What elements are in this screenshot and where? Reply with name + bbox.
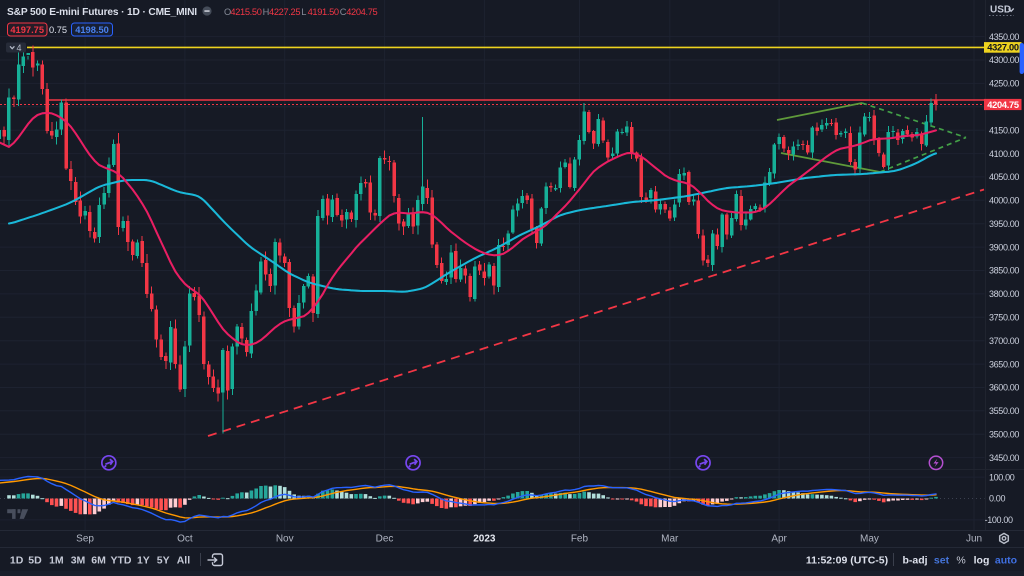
svg-text:3550.00: 3550.00 [989, 406, 1019, 416]
svg-text:Feb: Feb [571, 534, 589, 545]
svg-text:4204.75: 4204.75 [346, 7, 377, 17]
svg-text:USD: USD [990, 5, 1011, 16]
svg-text:3950.00: 3950.00 [989, 219, 1019, 229]
svg-text:4000.00: 4000.00 [989, 196, 1019, 206]
svg-text:H: H [263, 7, 270, 17]
svg-text:3900.00: 3900.00 [989, 242, 1019, 252]
svg-text:-100.00: -100.00 [985, 515, 1013, 525]
svg-text:3700.00: 3700.00 [989, 336, 1019, 346]
svg-text:Jun: Jun [966, 534, 982, 545]
svg-text:5D: 5D [28, 555, 42, 567]
svg-text:4300.00: 4300.00 [989, 55, 1019, 65]
svg-text:log: log [974, 555, 990, 567]
svg-text:4150.00: 4150.00 [989, 125, 1019, 135]
svg-text:4215.50: 4215.50 [230, 7, 261, 17]
svg-text:1D: 1D [10, 555, 24, 567]
svg-text:Oct: Oct [177, 534, 193, 545]
svg-text:4: 4 [16, 43, 21, 53]
svg-text:5Y: 5Y [157, 555, 170, 567]
svg-text:S&P 500 E-mini Futures · 1D ·: S&P 500 E-mini Futures · 1D · CME_MINI [7, 7, 197, 18]
svg-text:3M: 3M [71, 555, 86, 567]
svg-text:3450.00: 3450.00 [989, 453, 1019, 463]
svg-text:11:52:09 (UTC-5): 11:52:09 (UTC-5) [806, 555, 888, 567]
svg-text:3800.00: 3800.00 [989, 289, 1019, 299]
svg-text:All: All [177, 555, 191, 567]
svg-text:4198.50: 4198.50 [75, 25, 109, 35]
svg-text:2023: 2023 [473, 534, 496, 545]
svg-text:3600.00: 3600.00 [989, 383, 1019, 393]
svg-text:4050.00: 4050.00 [989, 172, 1019, 182]
svg-text:%: % [956, 555, 965, 567]
svg-text:L: L [301, 7, 306, 17]
svg-text:4227.25: 4227.25 [269, 7, 300, 17]
svg-text:May: May [860, 534, 879, 545]
svg-text:4197.75: 4197.75 [10, 25, 44, 35]
svg-text:4100.00: 4100.00 [989, 149, 1019, 159]
svg-text:Apr: Apr [771, 534, 787, 545]
svg-text:0.75: 0.75 [49, 25, 67, 35]
svg-text:4204.75: 4204.75 [987, 100, 1019, 110]
svg-text:3500.00: 3500.00 [989, 429, 1019, 439]
svg-text:Nov: Nov [276, 534, 294, 545]
svg-text:0.00: 0.00 [989, 494, 1005, 504]
svg-text:3650.00: 3650.00 [989, 359, 1019, 369]
svg-text:C: C [340, 7, 347, 17]
svg-text:4191.50: 4191.50 [308, 7, 339, 17]
svg-text:1Y: 1Y [137, 555, 150, 567]
svg-text:Dec: Dec [376, 534, 394, 545]
svg-text:3750.00: 3750.00 [989, 312, 1019, 322]
svg-text:3850.00: 3850.00 [989, 266, 1019, 276]
svg-text:Sep: Sep [76, 534, 94, 545]
svg-text:b-adj: b-adj [902, 555, 927, 567]
svg-text:4350.00: 4350.00 [989, 32, 1019, 42]
svg-text:6M: 6M [91, 555, 106, 567]
svg-text:set: set [934, 555, 950, 567]
svg-text:4250.00: 4250.00 [989, 79, 1019, 89]
svg-text:auto: auto [995, 555, 1017, 567]
svg-text:4327.00: 4327.00 [987, 43, 1019, 53]
svg-text:YTD: YTD [111, 555, 132, 567]
svg-text:100.00: 100.00 [989, 472, 1015, 482]
svg-text:O: O [224, 7, 231, 17]
svg-text:Mar: Mar [661, 534, 679, 545]
svg-text:1M: 1M [49, 555, 64, 567]
